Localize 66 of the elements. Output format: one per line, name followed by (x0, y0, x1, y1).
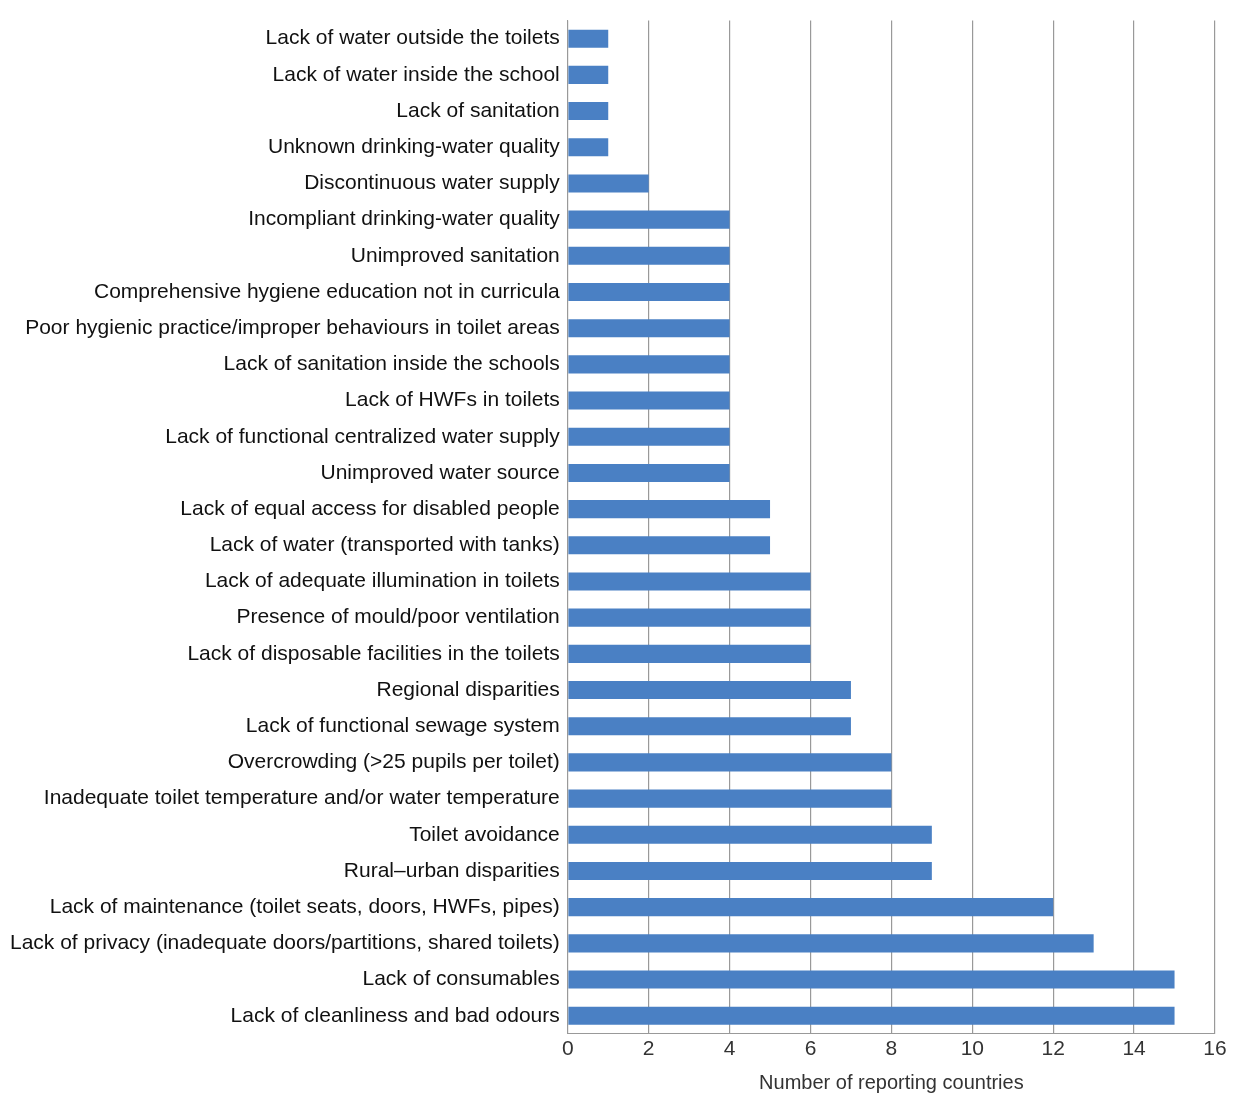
bar (568, 65, 609, 84)
bar (568, 717, 851, 736)
y-tick-label: Incompliant drinking-water quality (248, 206, 561, 230)
bar (568, 210, 730, 229)
y-tick-label: Unknown drinking-water quality (267, 134, 561, 158)
y-tick-label: Lack of functional centralized water supply (165, 423, 561, 447)
y-tick-label: Lack of adequate illumination in toilets (204, 568, 560, 592)
y-tick-label: Lack of sanitation (396, 97, 560, 121)
y-tick-label: Lack of equal access for disabled people (180, 495, 560, 519)
bar (568, 463, 730, 482)
x-tick-label: 2 (642, 1036, 655, 1060)
x-axis-title: Number of reporting countries (759, 1070, 1024, 1093)
bar (568, 898, 1054, 917)
bar (568, 536, 771, 555)
y-tick-label: Lack of maintenance (toilet seats, doors, HWFs, pipes) (49, 893, 560, 917)
bar (568, 282, 730, 302)
bar (568, 861, 932, 881)
y-tick-label: Unimproved water source (320, 459, 560, 483)
y-tick-label: Lack of privacy (inadequate doors/partitions, shared toilets) (10, 930, 560, 954)
x-tick-label: 14 (1122, 1036, 1147, 1060)
bar (568, 680, 851, 700)
y-tick-label: Overcrowding (>25 pupils per toilet) (227, 749, 560, 773)
bar (568, 644, 811, 663)
bar (568, 427, 730, 446)
y-tick-label: Comprehensive hygiene education not in curricula (94, 278, 561, 302)
bar (568, 174, 649, 193)
x-tick-label: 12 (1041, 1036, 1065, 1060)
y-tick-label: Poor hygienic practice/improper behaviours in toilet areas (25, 314, 560, 338)
bar (568, 391, 730, 410)
y-tick-label: Discontinuous water supply (304, 170, 561, 194)
bar (568, 825, 932, 844)
y-tick-label: Rural–urban disparities (343, 857, 560, 881)
x-tick-label: 4 (723, 1036, 736, 1060)
y-tick-label: Lack of HWFs in toilets (345, 387, 560, 411)
bar (568, 970, 1175, 989)
x-tick-label: 6 (804, 1036, 817, 1060)
y-tick-label: Lack of water inside the school (272, 61, 560, 85)
y-tick-label: Lack of disposable facilities in the toilets (187, 640, 560, 664)
bar (568, 789, 892, 808)
bar (568, 500, 771, 519)
y-tick-label: Lack of water outside the toilets (265, 25, 560, 49)
bar (568, 355, 730, 374)
bar (568, 934, 1094, 953)
bar (568, 138, 609, 157)
y-tick-label: Unimproved sanitation (350, 242, 560, 266)
y-tick-label: Presence of mould/poor ventilation (236, 604, 560, 628)
y-tick-label: Inadequate toilet temperature and/or water temperature (43, 785, 560, 809)
bar (568, 572, 811, 591)
bar (568, 29, 609, 48)
bar (568, 753, 892, 772)
x-tick-label: 8 (885, 1036, 898, 1060)
x-tick-label: 10 (960, 1036, 984, 1060)
y-tick-label: Toilet avoidance (409, 821, 560, 845)
y-tick-label: Lack of water (transported with tanks) (209, 532, 560, 556)
y-tick-label: Regional disparities (376, 676, 560, 700)
bar (568, 319, 730, 338)
bar (568, 246, 730, 265)
bar (568, 1006, 1175, 1025)
y-tick-label: Lack of functional sewage system (245, 713, 560, 737)
bar (568, 608, 811, 627)
y-tick-label: Lack of cleanliness and bad odours (230, 1002, 560, 1026)
x-tick-label: 16 (1203, 1036, 1227, 1060)
bar (568, 102, 609, 121)
x-tick-label: 0 (561, 1036, 574, 1060)
y-tick-label: Lack of consumables (362, 966, 560, 990)
y-tick-label: Lack of sanitation inside the schools (223, 351, 560, 375)
